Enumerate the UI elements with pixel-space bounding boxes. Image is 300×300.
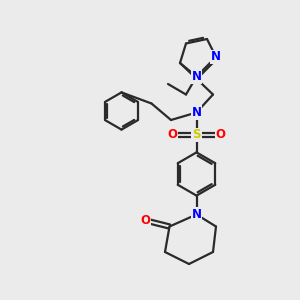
Text: N: N	[191, 208, 202, 221]
Text: O: O	[140, 214, 151, 227]
Text: N: N	[191, 106, 202, 119]
Text: O: O	[167, 128, 178, 142]
Text: S: S	[192, 128, 201, 142]
Text: O: O	[215, 128, 226, 142]
Text: N: N	[191, 70, 202, 83]
Text: N: N	[211, 50, 221, 64]
